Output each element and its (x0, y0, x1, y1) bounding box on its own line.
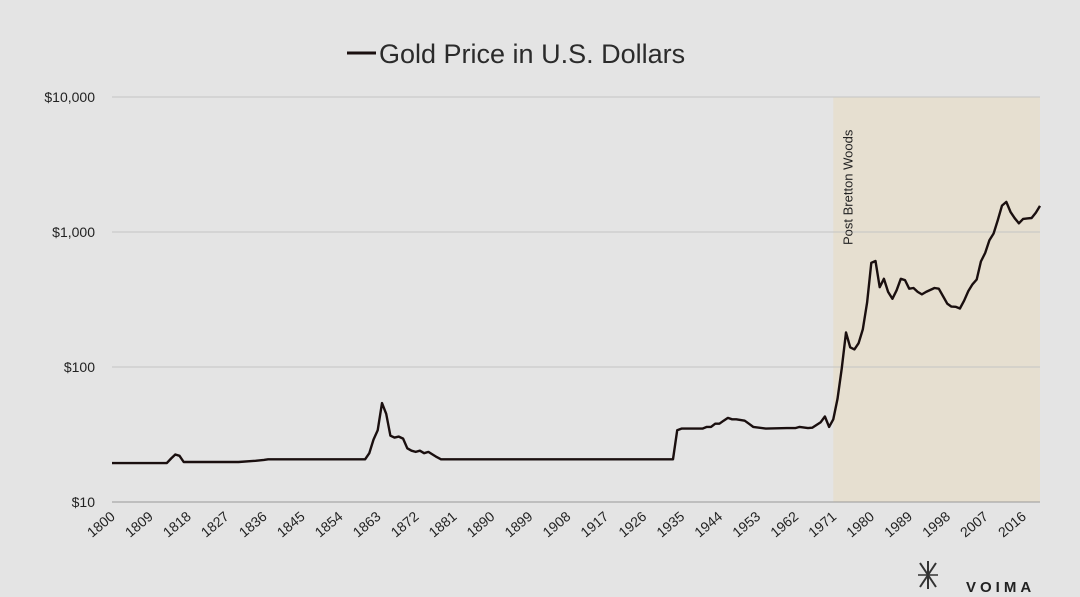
x-tick-label: 1899 (501, 508, 535, 540)
brand-name: VOIMA (966, 579, 1035, 596)
x-tick-label: 1827 (198, 508, 232, 540)
brand-logo: VOIMA (918, 561, 1035, 596)
x-tick-label: 1944 (691, 508, 725, 540)
y-tick-label: $10 (72, 494, 96, 510)
x-tick-label: 1872 (387, 508, 421, 540)
y-tick-label: $1,000 (52, 224, 95, 240)
voima-logo-icon (918, 561, 938, 589)
x-tick-label: 1935 (653, 508, 687, 540)
x-tick-label: 1836 (236, 508, 270, 540)
y-tick-label: $100 (64, 359, 95, 375)
x-tick-label: 1998 (919, 508, 953, 540)
x-tick-label: 1854 (312, 508, 346, 540)
x-tick-label: 1962 (767, 508, 801, 540)
x-tick-label: 1800 (84, 508, 118, 540)
post-bretton-woods-label: Post Bretton Woods (840, 129, 855, 245)
x-tick-label: 1926 (615, 508, 649, 540)
chart-title-text: Gold Price in U.S. Dollars (379, 39, 685, 69)
x-tick-label: 1818 (160, 508, 194, 540)
x-tick-label: 1971 (805, 508, 839, 540)
x-tick-label: 1881 (425, 508, 459, 540)
x-tick-label: 1953 (729, 508, 763, 540)
x-tick-label: 2016 (995, 508, 1029, 540)
x-tick-label: 1845 (274, 508, 308, 540)
x-tick-label: 1917 (577, 508, 611, 540)
x-tick-label: 1989 (881, 508, 915, 540)
x-tick-label: 2007 (957, 508, 991, 540)
chart-title: Gold Price in U.S. Dollars (347, 39, 685, 69)
x-tick-label: 1890 (463, 508, 497, 540)
x-tick-label: 1809 (122, 508, 156, 540)
gold-price-line (112, 200, 1042, 465)
x-tick-label: 1863 (350, 508, 384, 540)
x-tick-label: 1908 (539, 508, 573, 540)
y-tick-label: $10,000 (44, 89, 95, 105)
post-bretton-woods-region (833, 97, 1040, 502)
x-tick-label: 1980 (843, 508, 877, 540)
